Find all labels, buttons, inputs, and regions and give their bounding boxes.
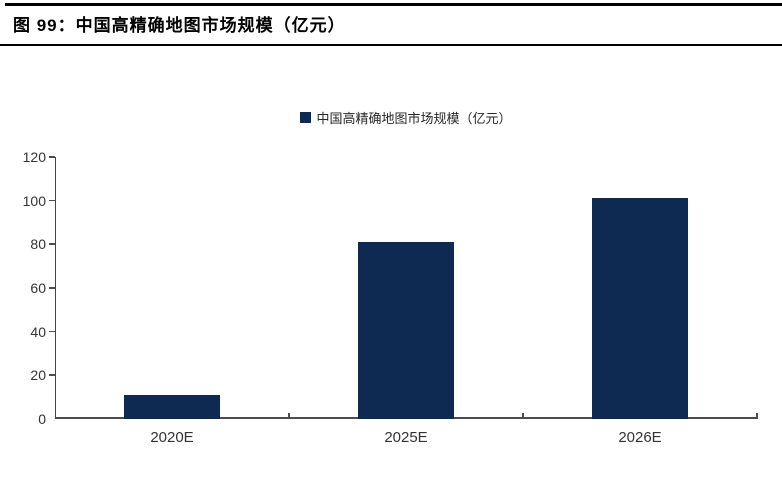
y-tick-label: 120 xyxy=(22,149,46,165)
y-tick-mark xyxy=(49,156,55,158)
legend-swatch xyxy=(300,112,312,123)
y-tick-label: 80 xyxy=(30,236,46,253)
y-tick-mark xyxy=(49,374,55,376)
x-tick-label: 2025E xyxy=(384,429,428,446)
x-tick-label: 2020E xyxy=(150,429,194,446)
x-tick-mark xyxy=(756,413,758,419)
bar xyxy=(592,198,688,419)
y-tick-label: 100 xyxy=(22,192,46,209)
y-tick-label: 0 xyxy=(38,411,46,427)
x-tick-label: 2026E xyxy=(618,429,662,446)
y-tick-mark xyxy=(49,287,55,289)
x-tick-mark xyxy=(522,413,524,419)
y-tick-mark xyxy=(49,243,55,245)
y-tick-label: 20 xyxy=(30,367,46,384)
bar xyxy=(358,242,454,419)
bar xyxy=(124,394,220,419)
legend-label: 中国高精确地图市场规模（亿元） xyxy=(316,111,512,126)
y-tick-mark xyxy=(49,199,55,202)
y-tick-mark xyxy=(49,330,55,333)
y-tick-label: 40 xyxy=(30,323,46,340)
y-tick-label: 60 xyxy=(30,280,46,296)
title-underline-rule xyxy=(0,44,782,46)
chart-legend: 中国高精确地图市场规模（亿元） xyxy=(55,108,757,127)
x-tick-mark xyxy=(288,413,290,419)
figure-title: 图 99：中国高精确地图市场规模（亿元） xyxy=(13,16,346,35)
top-rule xyxy=(5,3,782,6)
